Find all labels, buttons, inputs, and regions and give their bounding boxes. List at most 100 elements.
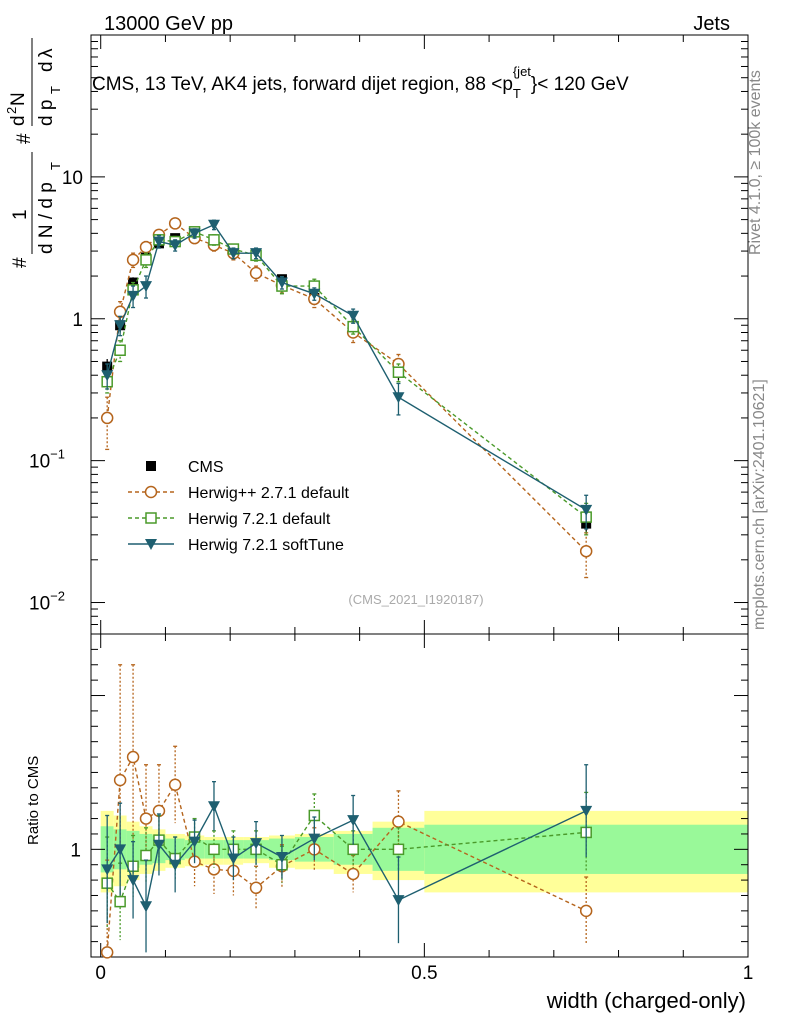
- ratio-point: [114, 895, 126, 908]
- ratio-point: [580, 805, 593, 817]
- data-point: [392, 392, 405, 404]
- title-end: }< 120 GeV: [531, 74, 629, 95]
- ratio-point: [275, 852, 288, 864]
- ratio-point: [579, 904, 593, 918]
- ylabel-N: N: [8, 92, 29, 106]
- legend-label: Herwig 7.2.1 softTune: [188, 537, 344, 554]
- legend-entry-2: Herwig 7.2.1 default: [128, 511, 331, 528]
- title-sup: {jet: [513, 64, 531, 79]
- y-tick-label-exp: −2: [50, 589, 65, 604]
- series-line: [106, 223, 587, 511]
- legend-label: Herwig 7.2.1 default: [188, 511, 331, 528]
- data-point: [114, 320, 127, 332]
- svg-text:CMS, 13 TeV, AK4 jets, forward: CMS, 13 TeV, AK4 jets, forward dijet reg…: [92, 64, 629, 101]
- ratio-point: [126, 750, 140, 764]
- data-point: [249, 266, 263, 280]
- ylabel-sub-t1: T: [48, 162, 63, 170]
- legend-marker: [144, 485, 158, 499]
- rivet-version-label: Rivet 4.1.0, ≥ 100k events: [747, 70, 764, 255]
- legend: CMS Herwig++ 2.7.1 default Herwig 7.2.1 de…: [128, 459, 350, 554]
- ylabel-denominator: d N / d p: [36, 182, 57, 254]
- data-point: [308, 288, 321, 300]
- y-tick-label-exp: −1: [50, 447, 65, 462]
- ratio-point: [207, 863, 221, 876]
- ratio-point: [168, 778, 182, 791]
- ratio-point: [169, 859, 182, 871]
- ratio-point: [227, 853, 240, 865]
- ratio-point: [101, 864, 114, 876]
- series-3-main: [101, 219, 593, 530]
- x-tick-label: 1: [743, 963, 754, 984]
- ratio-point: [114, 844, 127, 856]
- ratio-uncertainty-bands: [100, 810, 748, 893]
- energy-label: 13000 GeV pp: [104, 13, 233, 35]
- ratio-point: [347, 843, 359, 856]
- data-point: [275, 277, 288, 289]
- y-tick-label-base: 10: [29, 452, 50, 473]
- data-point: [392, 366, 405, 378]
- y-tick-label-base: 10: [29, 594, 50, 615]
- ratio-point: [127, 875, 140, 887]
- ratio-point: [152, 839, 165, 851]
- data-point: [579, 544, 593, 558]
- data-point: [168, 217, 182, 230]
- ylabel-d2: d: [36, 61, 57, 72]
- data-point: [208, 234, 220, 246]
- main-y-axis-label: # 1 d N / d p T # d 2 N d p T d λ: [4, 38, 63, 268]
- ratio-point: [188, 836, 201, 848]
- ratio-point: [140, 849, 152, 862]
- data-point: [152, 236, 165, 248]
- ratio-point: [392, 843, 405, 856]
- series-3-ratio: [101, 764, 593, 953]
- analysis-watermark: (CMS_2021_I1920187): [348, 592, 483, 607]
- data-point: [114, 344, 126, 356]
- y-tick-label: 10: [62, 168, 83, 189]
- data-point: [207, 219, 220, 231]
- ratio-point: [140, 901, 153, 913]
- title-sub: T: [513, 86, 521, 101]
- ylabel-sub-t2: T: [48, 86, 63, 94]
- data-point: [101, 370, 114, 382]
- ratio-point: [346, 867, 360, 881]
- x-tick-label: 0: [95, 963, 106, 984]
- plot-title: CMS, 13 TeV, AK4 jets, forward dijet reg…: [92, 64, 629, 101]
- x-axis-label: width (charged-only): [546, 988, 746, 1013]
- ylabel-hash-1: #: [10, 257, 31, 268]
- data-point: [127, 290, 140, 302]
- ratio-point: [392, 895, 405, 907]
- legend-label: Herwig++ 2.7.1 default: [188, 485, 350, 502]
- data-point: [140, 254, 152, 266]
- data-point: [139, 240, 153, 254]
- data-point: [580, 504, 593, 516]
- data-point: [169, 240, 182, 252]
- legend-label: CMS: [188, 459, 224, 476]
- legend-entry-1: Herwig++ 2.7.1 default: [128, 485, 350, 502]
- data-point: [188, 228, 201, 240]
- ratio-plot-panel: 0 0.5 11: [70, 35, 753, 984]
- ylabel-hash-2: #: [14, 133, 35, 144]
- ratio-point: [250, 838, 263, 850]
- ratio-point: [100, 946, 114, 959]
- ratio-tick-label: 1: [70, 840, 81, 861]
- y-tick-label: 1: [72, 310, 83, 331]
- ratio-point: [308, 833, 321, 845]
- data-point: [227, 248, 240, 260]
- y-tick-label: 10−1: [29, 447, 65, 473]
- ylabel-sup-2: 2: [4, 107, 19, 114]
- category-label: Jets: [693, 13, 730, 35]
- data-point: [126, 253, 140, 267]
- ylabel-lambda: λ: [36, 48, 57, 58]
- ratio-point: [208, 843, 220, 856]
- legend-marker: [145, 539, 157, 550]
- series-line: [106, 231, 587, 518]
- ratio-y-ticks: 1: [70, 648, 748, 943]
- ratio-point: [347, 815, 360, 827]
- data-point: [140, 281, 153, 293]
- legend-marker: [145, 512, 157, 524]
- ratio-point: [207, 801, 220, 813]
- legend-marker: [146, 461, 156, 471]
- ylabel-d: d: [8, 115, 29, 126]
